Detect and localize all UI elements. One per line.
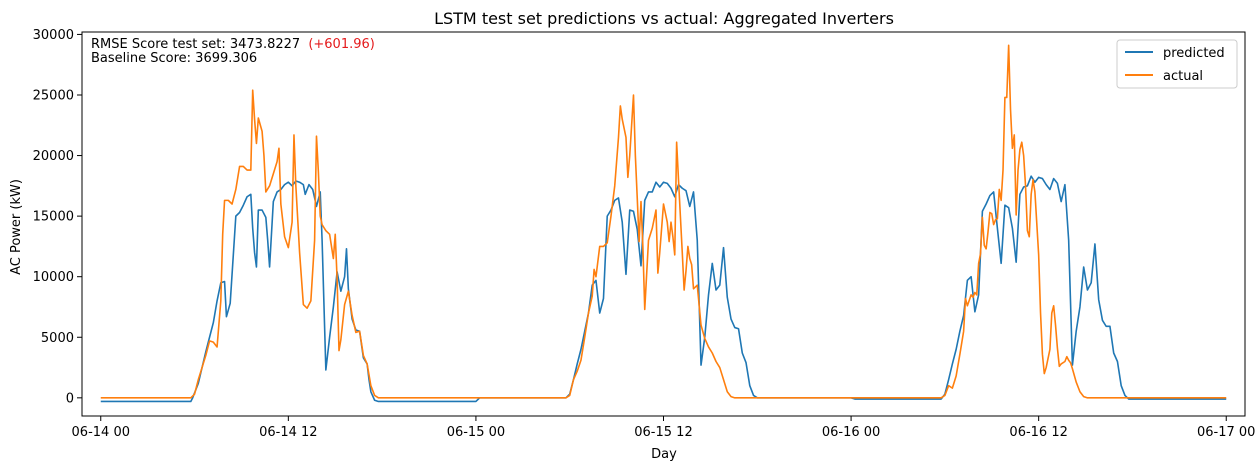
- legend-label-actual: actual: [1163, 69, 1203, 84]
- x-tick-label: 06-14 12: [259, 425, 317, 440]
- axes: 06-14 00 06-14 12 06-15 00 06-15 12 06-16 00…: [33, 28, 1255, 440]
- plot-frame: [81, 31, 1246, 417]
- rmse-score-text: RMSE Score test set: 3473.8227: [91, 37, 300, 52]
- y-axis-label: AC Power (kW): [9, 179, 24, 275]
- baseline-score-label: Baseline Score: 3699.306: [91, 51, 257, 66]
- x-tick-label: 06-15 12: [634, 425, 692, 440]
- rmse-delta-text: (+601.96): [308, 37, 375, 52]
- y-tick-label: 25000: [33, 88, 74, 103]
- y-tick-label: 0: [66, 391, 74, 406]
- x-tick-label: 06-16 00: [822, 425, 880, 440]
- chart-title: LSTM test set predictions vs actual: Agg…: [434, 9, 894, 28]
- x-tick-label: 06-17 00: [1197, 425, 1255, 440]
- rmse-score-label: RMSE Score test set: 3473.8227 (+601.96): [91, 37, 375, 52]
- legend: predicted actual: [1116, 39, 1238, 89]
- series-line-predicted: [100, 175, 1227, 403]
- y-tick-label: 5000: [41, 331, 74, 346]
- y-tick-label: 30000: [33, 28, 74, 43]
- x-tick-label: 06-16 12: [1009, 425, 1067, 440]
- x-tick-label: 06-15 00: [447, 425, 505, 440]
- x-axis-label: Day: [651, 447, 677, 462]
- y-tick-label: 20000: [33, 149, 74, 164]
- y-tick-label: 10000: [33, 270, 74, 285]
- legend-label-predicted: predicted: [1163, 46, 1225, 61]
- x-tick-label: 06-14 00: [72, 425, 130, 440]
- series-line-actual: [100, 44, 1227, 399]
- score-annotation: RMSE Score test set: 3473.8227 (+601.96)…: [91, 37, 375, 66]
- series-lines: [100, 44, 1227, 403]
- y-tick-label: 15000: [33, 210, 74, 225]
